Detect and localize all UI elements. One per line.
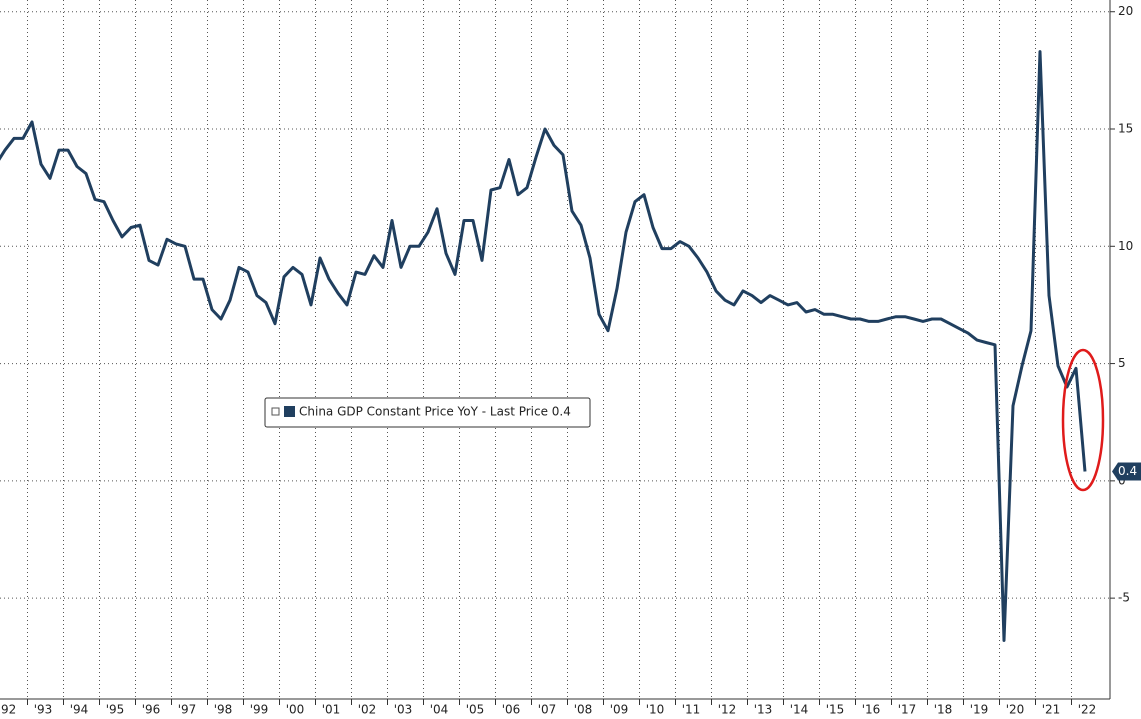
x-tick-label: '00 [286, 703, 305, 717]
x-tick-label: '09 [610, 703, 629, 717]
highlight-ellipse [1061, 348, 1105, 492]
x-tick-label: '15 [826, 703, 845, 717]
legend-expand-icon[interactable] [271, 407, 280, 416]
x-tick-label: '01 [322, 703, 341, 717]
x-tick-label: '18 [934, 703, 953, 717]
x-tick-label: '95 [106, 703, 125, 717]
x-tick-label: '12 [718, 703, 737, 717]
legend: China GDP Constant Price YoY - Last Pric… [264, 397, 591, 428]
data-line [0, 50, 1087, 642]
x-tick-label: '05 [466, 703, 485, 717]
last-value-label: 0.4 [1118, 464, 1137, 478]
x-tick-label: '20 [1006, 703, 1025, 717]
x-tick-label: '14 [790, 703, 809, 717]
x-tick-label: '10 [646, 703, 665, 717]
y-tick-label: 20 [1118, 4, 1133, 18]
x-tick-label: '21 [1042, 703, 1061, 717]
x-tick-label: '16 [862, 703, 881, 717]
x-tick-label: '17 [898, 703, 917, 717]
x-tick-label: '02 [358, 703, 377, 717]
x-tick-label: '11 [682, 703, 701, 717]
legend-label: China GDP Constant Price YoY - Last Pric… [299, 405, 571, 419]
x-tick-label: '06 [502, 703, 521, 717]
y-tick-label: 15 [1118, 122, 1133, 136]
y-tick-label: -5 [1118, 591, 1130, 605]
y-tick-label: 5 [1118, 356, 1126, 370]
x-tick-label: '19 [970, 703, 989, 717]
x-tick-label: '04 [430, 703, 449, 717]
legend-swatch [284, 406, 295, 417]
last-value-tag [1112, 462, 1141, 481]
x-tick-label: '93 [34, 703, 53, 717]
x-tick-label: '08 [574, 703, 593, 717]
x-tick-label: '07 [538, 703, 557, 717]
x-tick-label: '99 [250, 703, 269, 717]
x-tick-label: '13 [754, 703, 773, 717]
x-tick-label: '96 [142, 703, 161, 717]
y-tick-label: 10 [1118, 239, 1133, 253]
legend-box [264, 397, 591, 428]
x-tick-label: '92 [0, 703, 16, 717]
x-tick-label: '03 [394, 703, 413, 717]
x-tick-label: '97 [178, 703, 197, 717]
x-tick-label: '22 [1078, 703, 1097, 717]
x-tick-label: '94 [70, 703, 89, 717]
x-tick-label: '98 [214, 703, 233, 717]
